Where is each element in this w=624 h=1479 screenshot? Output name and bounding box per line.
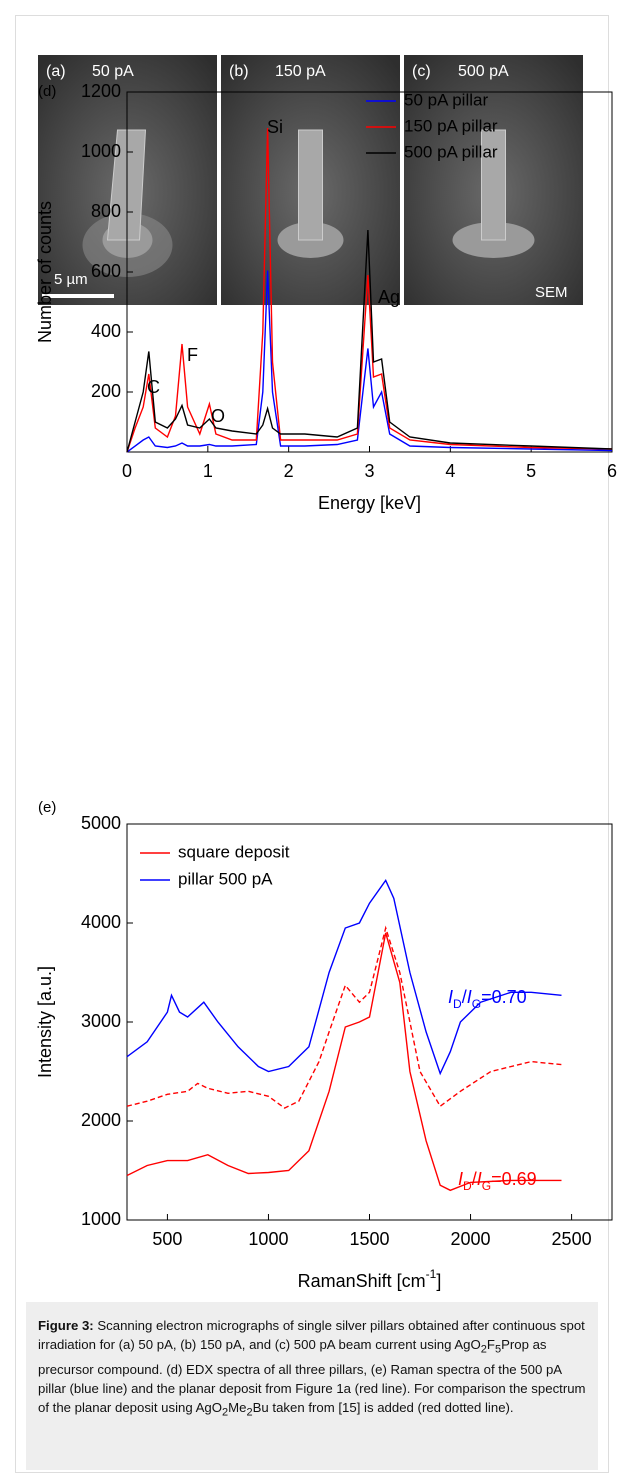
peak-label: Ag [378,287,400,307]
y-axis-label: Intensity [a.u.] [35,966,55,1078]
series-line [126,229,613,453]
series-line [126,127,613,453]
x-axis-label: Energy [keV] [318,493,421,513]
caption-text: Me [228,1399,247,1415]
ratio-part: I [467,987,472,1007]
panel-label: (e) [38,799,56,816]
peak-label: Si [267,117,283,137]
caption-text: Bu taken from [15] is added (red dotted … [252,1399,514,1415]
y-tick-label: 2000 [81,1110,121,1130]
legend-label: pillar 500 pA [178,869,273,888]
scale-bar [42,294,114,298]
ratio-part: =0.70 [481,987,527,1007]
legend-label: 500 pA pillar [404,142,498,161]
peak-label: F [187,345,198,365]
x-axis-label-part: -1 [426,1267,437,1281]
figure-frame [15,15,609,1473]
peak-label: O [211,406,225,426]
ratio-part: G [472,997,481,1011]
ratio-part: I [477,1169,482,1189]
peak-label: C [147,377,160,397]
caption-text: Scanning electron micrographs of single … [38,1318,585,1352]
x-tick-label: 1 [203,461,213,481]
series-line [126,879,562,1076]
y-tick-label: 1000 [81,141,121,161]
x-tick-label: 0 [122,461,132,481]
y-tick-label: 400 [91,321,121,341]
y-tick-label: 5000 [81,813,121,833]
ratio-part: D [463,1179,472,1193]
ratio-part: =0.69 [491,1169,537,1189]
beam-current: 500 pA [458,63,509,80]
caption: Figure 3: Scanning electron micrographs … [26,1302,598,1470]
caption-label: Figure 3: [38,1318,94,1333]
caption-text: F [486,1337,495,1352]
x-tick-label: 500 [152,1229,182,1249]
beam-current: 150 pA [275,63,326,80]
panel-label: (a) [46,63,66,80]
x-axis-label: RamanShift [cm-1] [298,1267,442,1291]
legend-label: 150 pA pillar [404,116,498,135]
scale-bar-label: 5 µm [54,271,88,288]
pillar [481,129,506,241]
ratio-label: ID/IG=0.69 [458,1169,537,1193]
series-line [126,270,613,453]
x-axis-label-part: ] [436,1271,441,1291]
sem-label: SEM [535,284,568,301]
y-tick-label: 1000 [81,1209,121,1229]
legend-label: square deposit [178,842,290,861]
figure: (a) 50 pA (b) 150 pA (c) 500 pA 5 µm SEM (d) 0 1 2 3… [35,55,617,1291]
ratio-part: I [458,1169,463,1189]
x-tick-label: 3 [364,461,374,481]
y-tick-label: 800 [91,201,121,221]
caption-sub: 5 [494,1343,502,1356]
ratio-part: G [482,1179,491,1193]
panel-label: (d) [38,83,56,100]
y-tick-label: 200 [91,381,121,401]
x-tick-label: 6 [607,461,617,481]
y-axis-label: Number of counts [35,201,55,343]
x-tick-label: 2 [284,461,294,481]
series-line [126,932,562,1192]
ratio-part: I [448,987,453,1007]
panel-label: (b) [229,63,249,80]
x-tick-label: 2000 [451,1229,491,1249]
caption-sub: 2 [480,1343,487,1356]
caption-sub: 2 [222,1406,229,1419]
beam-current: 50 pA [92,63,134,80]
x-axis-label-part: RamanShift [cm [298,1271,426,1291]
x-tick-label: 1500 [349,1229,389,1249]
ratio-part: / [462,987,467,1007]
ratio-part: / [472,1169,477,1189]
pillar [298,129,323,241]
legend-label: 50 pA pillar [404,90,488,109]
ratio-label: ID/IG=0.70 [448,987,527,1011]
series-line [126,925,562,1109]
x-tick-label: 2500 [552,1229,592,1249]
ratio-part: D [453,997,462,1011]
caption-text: Prop as precursor compound. (d) EDX spec… [38,1337,586,1415]
x-tick-label: 1000 [248,1229,288,1249]
panel-label: (c) [412,63,431,80]
y-tick-label: 1200 [81,81,121,101]
x-tick-label: 5 [526,461,536,481]
y-tick-label: 3000 [81,1011,121,1031]
caption-sub: 2 [246,1406,253,1419]
x-tick-label: 4 [445,461,455,481]
y-tick-label: 4000 [81,912,121,932]
y-tick-label: 600 [91,261,121,281]
